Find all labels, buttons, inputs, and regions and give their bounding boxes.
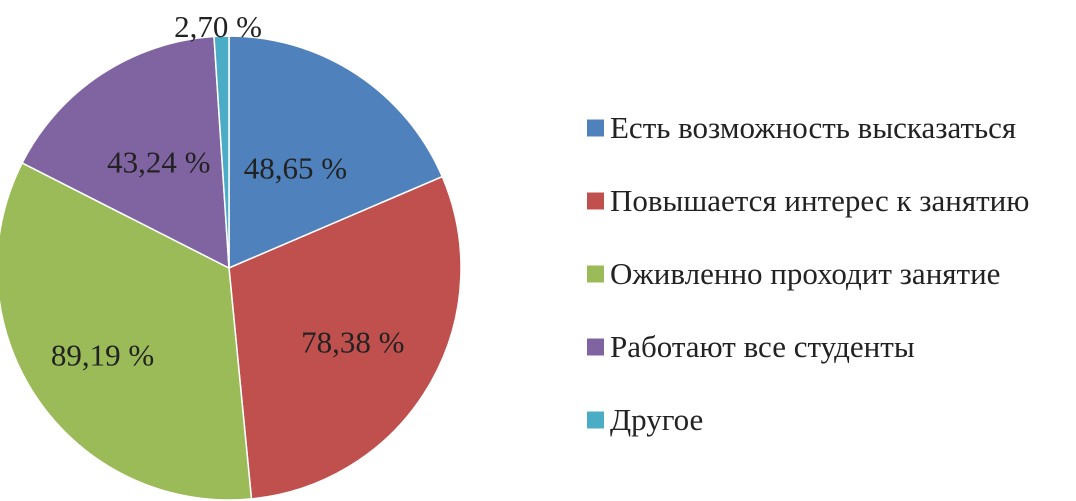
pie-slices: [0, 35, 462, 501]
data-labels: 48,65 % 78,38 % 89,19 % 43,24 % 2,70 %: [51, 9, 405, 372]
data-label-5: 2,70 %: [174, 9, 262, 44]
legend-swatch-5: [587, 411, 604, 429]
legend-label-4: Работают все студенты: [610, 329, 915, 364]
legend-label-1: Есть возможность высказаться: [610, 110, 1016, 145]
pie-slice-5: [213, 35, 230, 269]
data-label-1: 48,65 %: [244, 150, 347, 185]
legend-label-5: Другое: [610, 402, 703, 437]
pie-slice-1: [228, 35, 444, 270]
legend-swatch-3: [587, 265, 604, 283]
legend-swatch-4: [587, 338, 604, 356]
legend-label-2: Повышается интерес к занятию: [610, 183, 1029, 218]
data-label-2: 78,38 %: [301, 324, 404, 359]
pie-slice-3: [0, 161, 253, 501]
legend-swatch-1: [587, 119, 604, 137]
data-label-3: 89,19 %: [51, 337, 154, 372]
pie-slice-2: [228, 175, 462, 500]
pie-slice-4: [21, 35, 230, 270]
data-label-4: 43,24 %: [107, 145, 210, 180]
legend-swatch-2: [587, 192, 604, 210]
legend: Есть возможность высказаться Повышается и…: [587, 110, 1029, 437]
legend-label-3: Оживленно проходит занятие: [610, 256, 1000, 291]
